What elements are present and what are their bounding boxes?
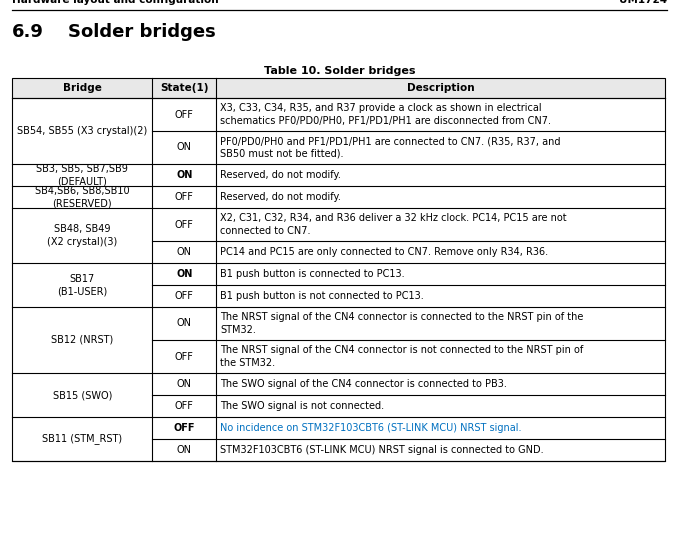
- Text: STM32F103CBT6 (ST-LINK MCU) NRST signal is connected to GND.: STM32F103CBT6 (ST-LINK MCU) NRST signal …: [221, 445, 544, 455]
- Text: No incidence on STM32F103CBT6 (ST-LINK MCU) NRST signal.: No incidence on STM32F103CBT6 (ST-LINK M…: [221, 423, 522, 433]
- Text: Table 10. Solder bridges: Table 10. Solder bridges: [263, 66, 416, 76]
- Text: The NRST signal of the CN4 connector is not connected to the NRST pin of
the STM: The NRST signal of the CN4 connector is …: [221, 345, 584, 368]
- Text: Solder bridges: Solder bridges: [68, 23, 216, 41]
- Text: B1 push button is connected to PC13.: B1 push button is connected to PC13.: [221, 269, 405, 279]
- Text: SB11 (STM_RST): SB11 (STM_RST): [42, 434, 122, 445]
- Bar: [12, 78, 665, 461]
- Text: ON: ON: [177, 247, 192, 257]
- Text: State(1): State(1): [160, 83, 208, 93]
- Text: SB48, SB49
(X2 crystal)(3): SB48, SB49 (X2 crystal)(3): [47, 225, 117, 247]
- Text: SB15 (SWO): SB15 (SWO): [52, 390, 112, 400]
- Text: UM1724: UM1724: [619, 0, 667, 5]
- Text: B1 push button is not connected to PC13.: B1 push button is not connected to PC13.: [221, 291, 424, 301]
- Bar: [12, 78, 665, 98]
- Text: OFF: OFF: [175, 291, 194, 301]
- Text: SB4,SB6, SB8,SB10
(RESERVED): SB4,SB6, SB8,SB10 (RESERVED): [35, 186, 130, 208]
- Text: OFF: OFF: [175, 352, 194, 362]
- Text: PC14 and PC15 are only connected to CN7. Remove only R34, R36.: PC14 and PC15 are only connected to CN7.…: [221, 247, 549, 257]
- Text: OFF: OFF: [175, 401, 194, 411]
- Text: Bridge: Bridge: [62, 83, 102, 93]
- Text: The SWO signal is not connected.: The SWO signal is not connected.: [221, 401, 384, 411]
- Text: ON: ON: [177, 170, 193, 180]
- Text: SB12 (NRST): SB12 (NRST): [51, 335, 113, 345]
- Text: SB54, SB55 (X3 crystal)(2): SB54, SB55 (X3 crystal)(2): [17, 126, 147, 136]
- Text: ON: ON: [177, 379, 192, 389]
- Text: PF0/PD0/PH0 and PF1/PD1/PH1 are connected to CN7. (R35, R37, and
SB50 must not b: PF0/PD0/PH0 and PF1/PD1/PH1 are connecte…: [221, 136, 561, 159]
- Text: X2, C31, C32, R34, and R36 deliver a 32 kHz clock. PC14, PC15 are not
connected : X2, C31, C32, R34, and R36 deliver a 32 …: [221, 213, 567, 236]
- Text: ON: ON: [177, 319, 192, 328]
- Text: OFF: OFF: [175, 220, 194, 229]
- Text: 6.9: 6.9: [12, 23, 44, 41]
- Text: ON: ON: [177, 269, 193, 279]
- Text: SB3, SB5, SB7,SB9
(DEFAULT): SB3, SB5, SB7,SB9 (DEFAULT): [36, 164, 128, 186]
- Text: OFF: OFF: [175, 109, 194, 119]
- Text: ON: ON: [177, 445, 192, 455]
- Text: X3, C33, C34, R35, and R37 provide a clock as shown in electrical
schematics PF0: X3, C33, C34, R35, and R37 provide a clo…: [221, 103, 551, 126]
- Text: SB17
(B1-USER): SB17 (B1-USER): [57, 274, 107, 296]
- Text: Reserved, do not modify.: Reserved, do not modify.: [221, 170, 342, 180]
- Text: OFF: OFF: [175, 192, 194, 202]
- Text: The NRST signal of the CN4 connector is connected to the NRST pin of the
STM32.: The NRST signal of the CN4 connector is …: [221, 312, 584, 335]
- Text: OFF: OFF: [174, 423, 195, 433]
- Text: Reserved, do not modify.: Reserved, do not modify.: [221, 192, 342, 202]
- Text: ON: ON: [177, 143, 192, 153]
- Text: Description: Description: [407, 83, 475, 93]
- Text: Hardware layout and configuration: Hardware layout and configuration: [12, 0, 219, 5]
- Text: The SWO signal of the CN4 connector is connected to PB3.: The SWO signal of the CN4 connector is c…: [221, 379, 507, 389]
